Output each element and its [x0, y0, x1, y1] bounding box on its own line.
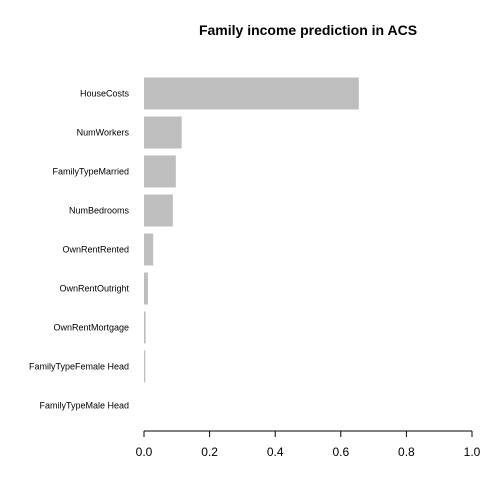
category-label-6: OwnRentMortgage: [53, 323, 129, 333]
category-label-8: FamilyTypeMale Head: [39, 401, 129, 411]
x-tick-label-0: 0.0: [136, 445, 153, 459]
category-label-0: HouseCosts: [80, 89, 130, 99]
category-label-3: NumBedrooms: [69, 206, 130, 216]
x-axis: 0.0 0.2 0.4 0.6 0.8 1.0: [136, 430, 481, 459]
category-labels: HouseCosts NumWorkers FamilyTypeMarried Num…: [29, 89, 130, 411]
category-label-5: OwnRentOutright: [59, 284, 129, 294]
x-tick-label-2: 0.4: [267, 445, 284, 459]
x-tick-label-1: 0.2: [201, 445, 218, 459]
bars-group: [144, 77, 359, 383]
bar-6: [144, 311, 146, 344]
category-label-7: FamilyTypeFemale Head: [29, 362, 129, 372]
bar-0: [144, 77, 359, 110]
bar-7: [144, 350, 146, 383]
bar-3: [144, 194, 173, 227]
bar-5: [144, 272, 148, 305]
chart-title: Family income prediction in ACS: [199, 22, 417, 38]
bar-1: [144, 116, 182, 149]
bar-4: [144, 233, 154, 266]
x-tick-label-5: 1.0: [464, 445, 481, 459]
category-label-1: NumWorkers: [77, 128, 130, 138]
x-tick-label-4: 0.8: [398, 445, 415, 459]
x-tick-label-3: 0.6: [332, 445, 349, 459]
bar-2: [144, 155, 176, 188]
category-label-2: FamilyTypeMarried: [52, 167, 129, 177]
category-label-4: OwnRentRented: [62, 245, 129, 255]
